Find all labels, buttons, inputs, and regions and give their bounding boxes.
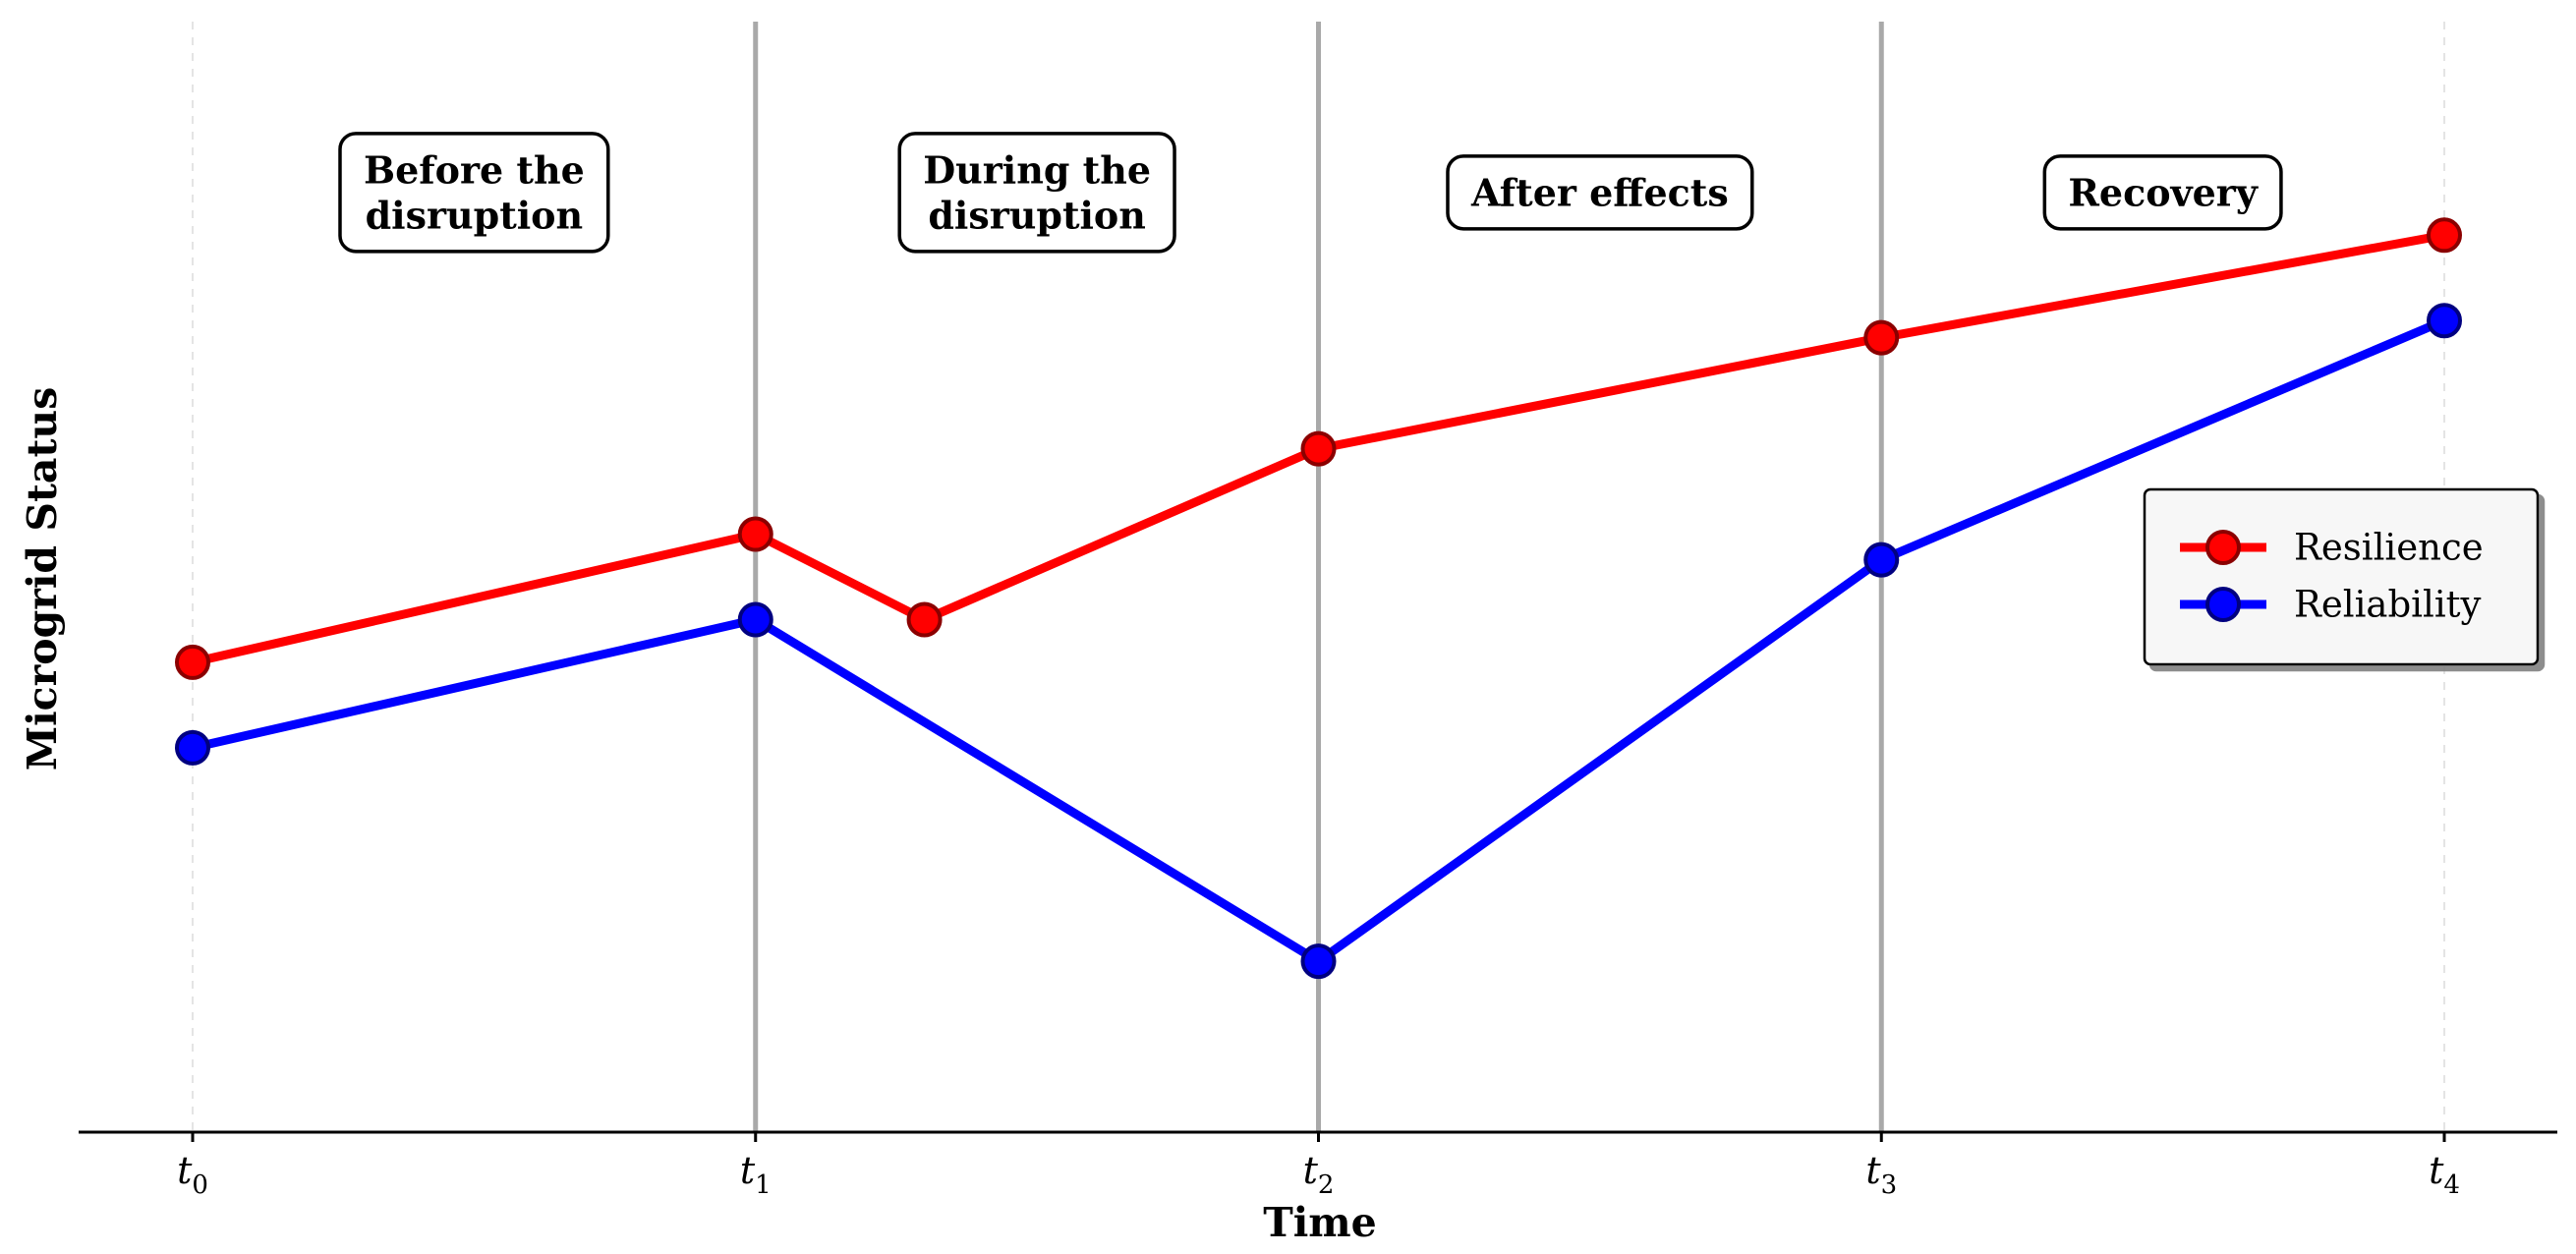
x-tick-label: t0 (177, 1149, 208, 1200)
data-point-resilience (175, 644, 210, 680)
phase-label-frame (1446, 154, 1754, 231)
legend-entry-reliability: Reliability (2180, 584, 2482, 626)
phase-label-text: disruption (928, 193, 1146, 237)
x-tick-label: t4 (2429, 1149, 2460, 1200)
legend: Resilience Reliability (2143, 487, 2540, 666)
data-point-reliability (1863, 542, 1900, 578)
data-point-reliability (1300, 943, 1337, 980)
phase-label-box: Recovery (2042, 154, 2283, 231)
phase-label-box: After effects (1446, 154, 1754, 231)
phase-label-frame (897, 132, 1176, 254)
data-point-resilience (737, 516, 773, 552)
data-point-reliability (175, 729, 210, 766)
phase-label-text: Recovery (2068, 170, 2259, 214)
y-axis-label: Microgrid Status (19, 387, 66, 771)
x-axis-ticks: t0 t1 t2 t3 t4 (177, 1132, 2460, 1200)
data-point-resilience (1300, 430, 1337, 467)
data-point-reliability (737, 601, 773, 638)
data-point-reliability (2427, 303, 2462, 339)
x-tick-label: t3 (1865, 1149, 1897, 1200)
legend-label: Reliability (2294, 584, 2482, 626)
phase-label-text: During the (923, 147, 1151, 192)
legend-label: Resilience (2294, 527, 2484, 569)
phase-label-frame (338, 132, 610, 254)
x-tick-label: t1 (740, 1149, 772, 1200)
phase-label-text: After effects (1470, 170, 1729, 214)
legend-swatch-marker (2205, 530, 2241, 565)
phase-label-text: Before the (364, 147, 585, 192)
series-line-resilience (188, 230, 2449, 667)
legend-frame (2143, 487, 2540, 666)
x-axis-label: Time (1263, 1199, 1377, 1246)
legend-entry-resilience: Resilience (2180, 527, 2484, 569)
series-markers (175, 217, 2462, 980)
data-point-resilience (1863, 319, 1900, 356)
x-tick-label: t2 (1303, 1149, 1335, 1200)
phase-label-frame (2042, 154, 2283, 231)
phase-label-text: disruption (366, 193, 584, 237)
data-point-resilience (906, 601, 943, 638)
data-point-resilience (2427, 217, 2462, 254)
legend-swatch-marker (2205, 587, 2241, 622)
